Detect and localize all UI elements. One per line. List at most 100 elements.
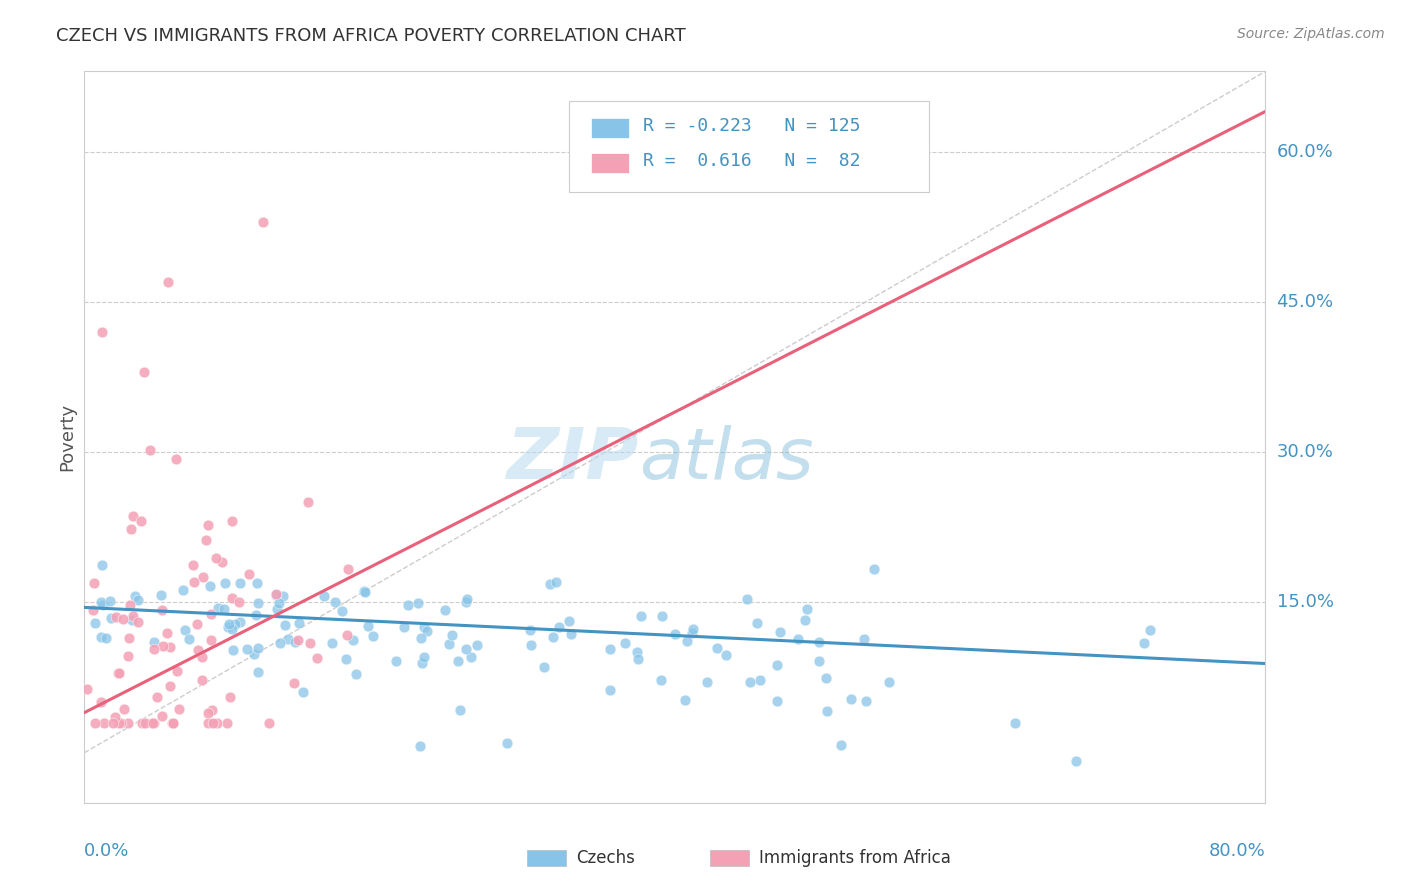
Point [807,654,830,668]
Point [228,595,250,609]
Point [124,590,146,604]
Point [460,650,482,665]
Point [98,594,121,608]
Point [288,616,311,631]
Point [177,632,200,647]
Point [330,604,353,618]
Point [229,615,252,629]
Point [257,715,280,730]
Point [108,665,131,680]
Point [440,627,463,641]
Point [613,636,636,650]
Point [651,609,673,624]
Point [323,595,346,609]
Point [396,599,419,613]
Text: CZECH VS IMMIGRANTS FROM AFRICA POVERTY CORRELATION CHART: CZECH VS IMMIGRANTS FROM AFRICA POVERTY … [56,27,686,45]
Point [118,598,141,612]
Point [110,715,132,730]
Point [412,620,434,634]
Point [560,626,582,640]
Point [793,613,815,627]
Point [150,588,173,602]
Point [877,674,900,689]
Point [266,601,288,615]
Point [855,693,877,707]
Text: 80.0%: 80.0% [1209,842,1265,860]
Point [269,636,291,650]
Point [277,632,299,646]
Point [696,674,718,689]
Point [83,575,105,590]
Point [165,451,187,466]
Point [118,632,141,646]
Point [84,715,107,730]
Point [264,587,287,601]
Point [236,642,259,657]
Point [197,518,219,533]
Point [335,652,357,666]
Point [626,645,648,659]
Point [139,442,162,457]
Point [143,642,166,657]
Point [76,681,98,696]
Point [205,715,228,730]
Point [283,676,305,690]
Point [205,551,228,566]
Point [90,595,112,609]
Point [221,591,243,606]
Point [242,647,264,661]
Point [217,620,239,634]
Point [162,715,184,730]
Point [141,715,163,730]
Point [190,673,212,687]
Point [207,601,229,615]
Point [160,715,183,730]
Point [181,558,204,572]
FancyBboxPatch shape [527,849,567,866]
Point [287,633,309,648]
Text: R = -0.223   N = 125: R = -0.223 N = 125 [643,117,860,136]
Point [111,612,134,626]
Point [128,615,150,630]
Point [127,592,149,607]
Point [156,625,179,640]
Text: 45.0%: 45.0% [1277,293,1334,310]
Point [786,632,808,647]
FancyBboxPatch shape [591,118,628,138]
Point [201,702,224,716]
Point [815,671,838,685]
Text: Source: ZipAtlas.com: Source: ZipAtlas.com [1237,27,1385,41]
Point [416,624,439,639]
Point [217,715,239,730]
Text: 15.0%: 15.0% [1277,593,1333,611]
Point [456,594,478,608]
Point [122,509,145,524]
Point [107,666,129,681]
Point [200,579,222,593]
Point [297,495,319,509]
Point [541,630,564,644]
Point [769,624,792,639]
Point [187,643,209,657]
Point [519,638,541,652]
Point [90,695,112,709]
Point [247,596,270,610]
Point [166,664,188,678]
Point [162,715,184,730]
Point [238,566,260,581]
Point [342,633,364,648]
Point [156,275,179,289]
Point [411,631,433,645]
Point [146,690,169,704]
Point [626,652,648,666]
Point [1064,754,1087,768]
Point [766,694,789,708]
Point [169,702,191,716]
Point [357,619,380,633]
Point [446,654,468,668]
Point [538,576,561,591]
Point [321,636,343,650]
Point [853,632,876,647]
Point [413,650,436,665]
Point [437,637,460,651]
